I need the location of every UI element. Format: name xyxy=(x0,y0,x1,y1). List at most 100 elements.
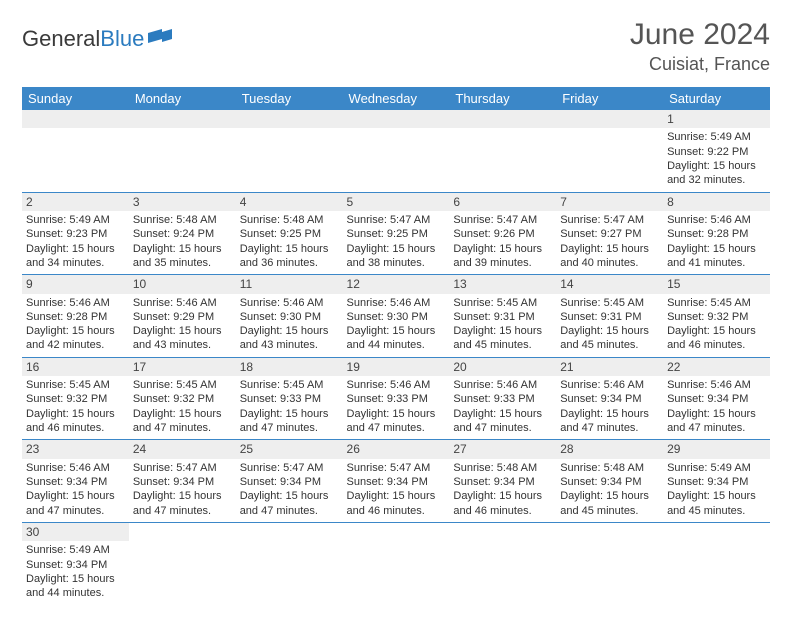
day-details: Sunrise: 5:47 AMSunset: 9:34 PMDaylight:… xyxy=(343,459,450,522)
daylight-text-2: and 47 minutes. xyxy=(26,504,125,518)
daylight-text-2: and 42 minutes. xyxy=(26,338,125,352)
sunset-text: Sunset: 9:31 PM xyxy=(453,310,552,324)
day-number: 30 xyxy=(22,523,129,541)
day-details: Sunrise: 5:47 AMSunset: 9:26 PMDaylight:… xyxy=(449,211,556,274)
day-number: 1 xyxy=(663,110,770,128)
daylight-text-2: and 38 minutes. xyxy=(347,256,446,270)
sunrise-text: Sunrise: 5:49 AM xyxy=(26,543,125,557)
sunrise-text: Sunrise: 5:46 AM xyxy=(560,378,659,392)
daynum-bar-empty xyxy=(236,110,343,128)
calendar-row: 30Sunrise: 5:49 AMSunset: 9:34 PMDayligh… xyxy=(22,522,770,604)
daylight-text-2: and 47 minutes. xyxy=(667,421,766,435)
daylight-text-1: Daylight: 15 hours xyxy=(560,242,659,256)
daylight-text-2: and 44 minutes. xyxy=(26,586,125,600)
sunset-text: Sunset: 9:25 PM xyxy=(240,227,339,241)
daylight-text-2: and 47 minutes. xyxy=(453,421,552,435)
daylight-text-2: and 39 minutes. xyxy=(453,256,552,270)
day-details: Sunrise: 5:48 AMSunset: 9:25 PMDaylight:… xyxy=(236,211,343,274)
calendar-cell: 2Sunrise: 5:49 AMSunset: 9:23 PMDaylight… xyxy=(22,192,129,275)
sunrise-text: Sunrise: 5:49 AM xyxy=(667,130,766,144)
sunrise-text: Sunrise: 5:45 AM xyxy=(667,296,766,310)
daylight-text-1: Daylight: 15 hours xyxy=(240,407,339,421)
daylight-text-1: Daylight: 15 hours xyxy=(667,159,766,173)
sunrise-text: Sunrise: 5:45 AM xyxy=(560,296,659,310)
daynum-bar-empty xyxy=(129,110,236,128)
sunset-text: Sunset: 9:26 PM xyxy=(453,227,552,241)
day-details: Sunrise: 5:45 AMSunset: 9:32 PMDaylight:… xyxy=(663,294,770,357)
daylight-text-1: Daylight: 15 hours xyxy=(347,242,446,256)
day-details: Sunrise: 5:49 AMSunset: 9:34 PMDaylight:… xyxy=(663,459,770,522)
daylight-text-2: and 40 minutes. xyxy=(560,256,659,270)
day-number: 17 xyxy=(129,358,236,376)
weekday-header: Sunday xyxy=(22,87,129,110)
daylight-text-1: Daylight: 15 hours xyxy=(26,489,125,503)
calendar-cell: 3Sunrise: 5:48 AMSunset: 9:24 PMDaylight… xyxy=(129,192,236,275)
calendar-cell xyxy=(343,110,450,192)
day-details: Sunrise: 5:45 AMSunset: 9:32 PMDaylight:… xyxy=(129,376,236,439)
sunset-text: Sunset: 9:23 PM xyxy=(26,227,125,241)
calendar-cell: 22Sunrise: 5:46 AMSunset: 9:34 PMDayligh… xyxy=(663,357,770,440)
calendar-cell: 9Sunrise: 5:46 AMSunset: 9:28 PMDaylight… xyxy=(22,275,129,358)
daylight-text-2: and 47 minutes. xyxy=(560,421,659,435)
daylight-text-1: Daylight: 15 hours xyxy=(560,489,659,503)
calendar-cell xyxy=(22,110,129,192)
calendar-cell: 24Sunrise: 5:47 AMSunset: 9:34 PMDayligh… xyxy=(129,440,236,523)
daylight-text-2: and 43 minutes. xyxy=(133,338,232,352)
day-number: 2 xyxy=(22,193,129,211)
day-number: 19 xyxy=(343,358,450,376)
sunset-text: Sunset: 9:34 PM xyxy=(667,392,766,406)
calendar-cell: 23Sunrise: 5:46 AMSunset: 9:34 PMDayligh… xyxy=(22,440,129,523)
day-details: Sunrise: 5:47 AMSunset: 9:34 PMDaylight:… xyxy=(129,459,236,522)
day-details: Sunrise: 5:46 AMSunset: 9:33 PMDaylight:… xyxy=(449,376,556,439)
daylight-text-1: Daylight: 15 hours xyxy=(453,407,552,421)
sunrise-text: Sunrise: 5:49 AM xyxy=(667,461,766,475)
day-details: Sunrise: 5:46 AMSunset: 9:34 PMDaylight:… xyxy=(556,376,663,439)
sunrise-text: Sunrise: 5:47 AM xyxy=(347,213,446,227)
day-details: Sunrise: 5:48 AMSunset: 9:34 PMDaylight:… xyxy=(556,459,663,522)
daylight-text-1: Daylight: 15 hours xyxy=(667,407,766,421)
daylight-text-1: Daylight: 15 hours xyxy=(26,242,125,256)
day-details: Sunrise: 5:46 AMSunset: 9:29 PMDaylight:… xyxy=(129,294,236,357)
daylight-text-2: and 47 minutes. xyxy=(133,504,232,518)
calendar-cell: 7Sunrise: 5:47 AMSunset: 9:27 PMDaylight… xyxy=(556,192,663,275)
calendar-cell: 4Sunrise: 5:48 AMSunset: 9:25 PMDaylight… xyxy=(236,192,343,275)
sunrise-text: Sunrise: 5:46 AM xyxy=(667,213,766,227)
calendar-row: 2Sunrise: 5:49 AMSunset: 9:23 PMDaylight… xyxy=(22,192,770,275)
day-details: Sunrise: 5:47 AMSunset: 9:25 PMDaylight:… xyxy=(343,211,450,274)
day-details: Sunrise: 5:46 AMSunset: 9:28 PMDaylight:… xyxy=(663,211,770,274)
day-details: Sunrise: 5:48 AMSunset: 9:34 PMDaylight:… xyxy=(449,459,556,522)
sunrise-text: Sunrise: 5:47 AM xyxy=(453,213,552,227)
sunrise-text: Sunrise: 5:47 AM xyxy=(347,461,446,475)
day-number: 6 xyxy=(449,193,556,211)
calendar-cell: 30Sunrise: 5:49 AMSunset: 9:34 PMDayligh… xyxy=(22,522,129,604)
daylight-text-1: Daylight: 15 hours xyxy=(667,242,766,256)
calendar-page: GeneralBlue June 2024 Cuisiat, France Su… xyxy=(0,0,792,622)
daylight-text-1: Daylight: 15 hours xyxy=(240,324,339,338)
daylight-text-1: Daylight: 15 hours xyxy=(667,324,766,338)
calendar-cell: 28Sunrise: 5:48 AMSunset: 9:34 PMDayligh… xyxy=(556,440,663,523)
calendar-cell xyxy=(236,110,343,192)
daylight-text-2: and 47 minutes. xyxy=(133,421,232,435)
daylight-text-2: and 34 minutes. xyxy=(26,256,125,270)
calendar-row: 1Sunrise: 5:49 AMSunset: 9:22 PMDaylight… xyxy=(22,110,770,192)
weekday-header: Tuesday xyxy=(236,87,343,110)
sunset-text: Sunset: 9:33 PM xyxy=(453,392,552,406)
sunset-text: Sunset: 9:34 PM xyxy=(240,475,339,489)
sunset-text: Sunset: 9:34 PM xyxy=(560,475,659,489)
sunset-text: Sunset: 9:34 PM xyxy=(560,392,659,406)
day-details: Sunrise: 5:49 AMSunset: 9:23 PMDaylight:… xyxy=(22,211,129,274)
sunrise-text: Sunrise: 5:46 AM xyxy=(26,461,125,475)
daylight-text-2: and 45 minutes. xyxy=(560,504,659,518)
daylight-text-2: and 47 minutes. xyxy=(347,421,446,435)
daylight-text-1: Daylight: 15 hours xyxy=(347,489,446,503)
day-number: 12 xyxy=(343,275,450,293)
sunset-text: Sunset: 9:27 PM xyxy=(560,227,659,241)
sunset-text: Sunset: 9:25 PM xyxy=(347,227,446,241)
daylight-text-2: and 44 minutes. xyxy=(347,338,446,352)
daylight-text-2: and 47 minutes. xyxy=(240,421,339,435)
sunset-text: Sunset: 9:28 PM xyxy=(26,310,125,324)
daylight-text-1: Daylight: 15 hours xyxy=(26,407,125,421)
sunrise-text: Sunrise: 5:46 AM xyxy=(347,296,446,310)
sunrise-text: Sunrise: 5:46 AM xyxy=(26,296,125,310)
calendar-row: 23Sunrise: 5:46 AMSunset: 9:34 PMDayligh… xyxy=(22,440,770,523)
